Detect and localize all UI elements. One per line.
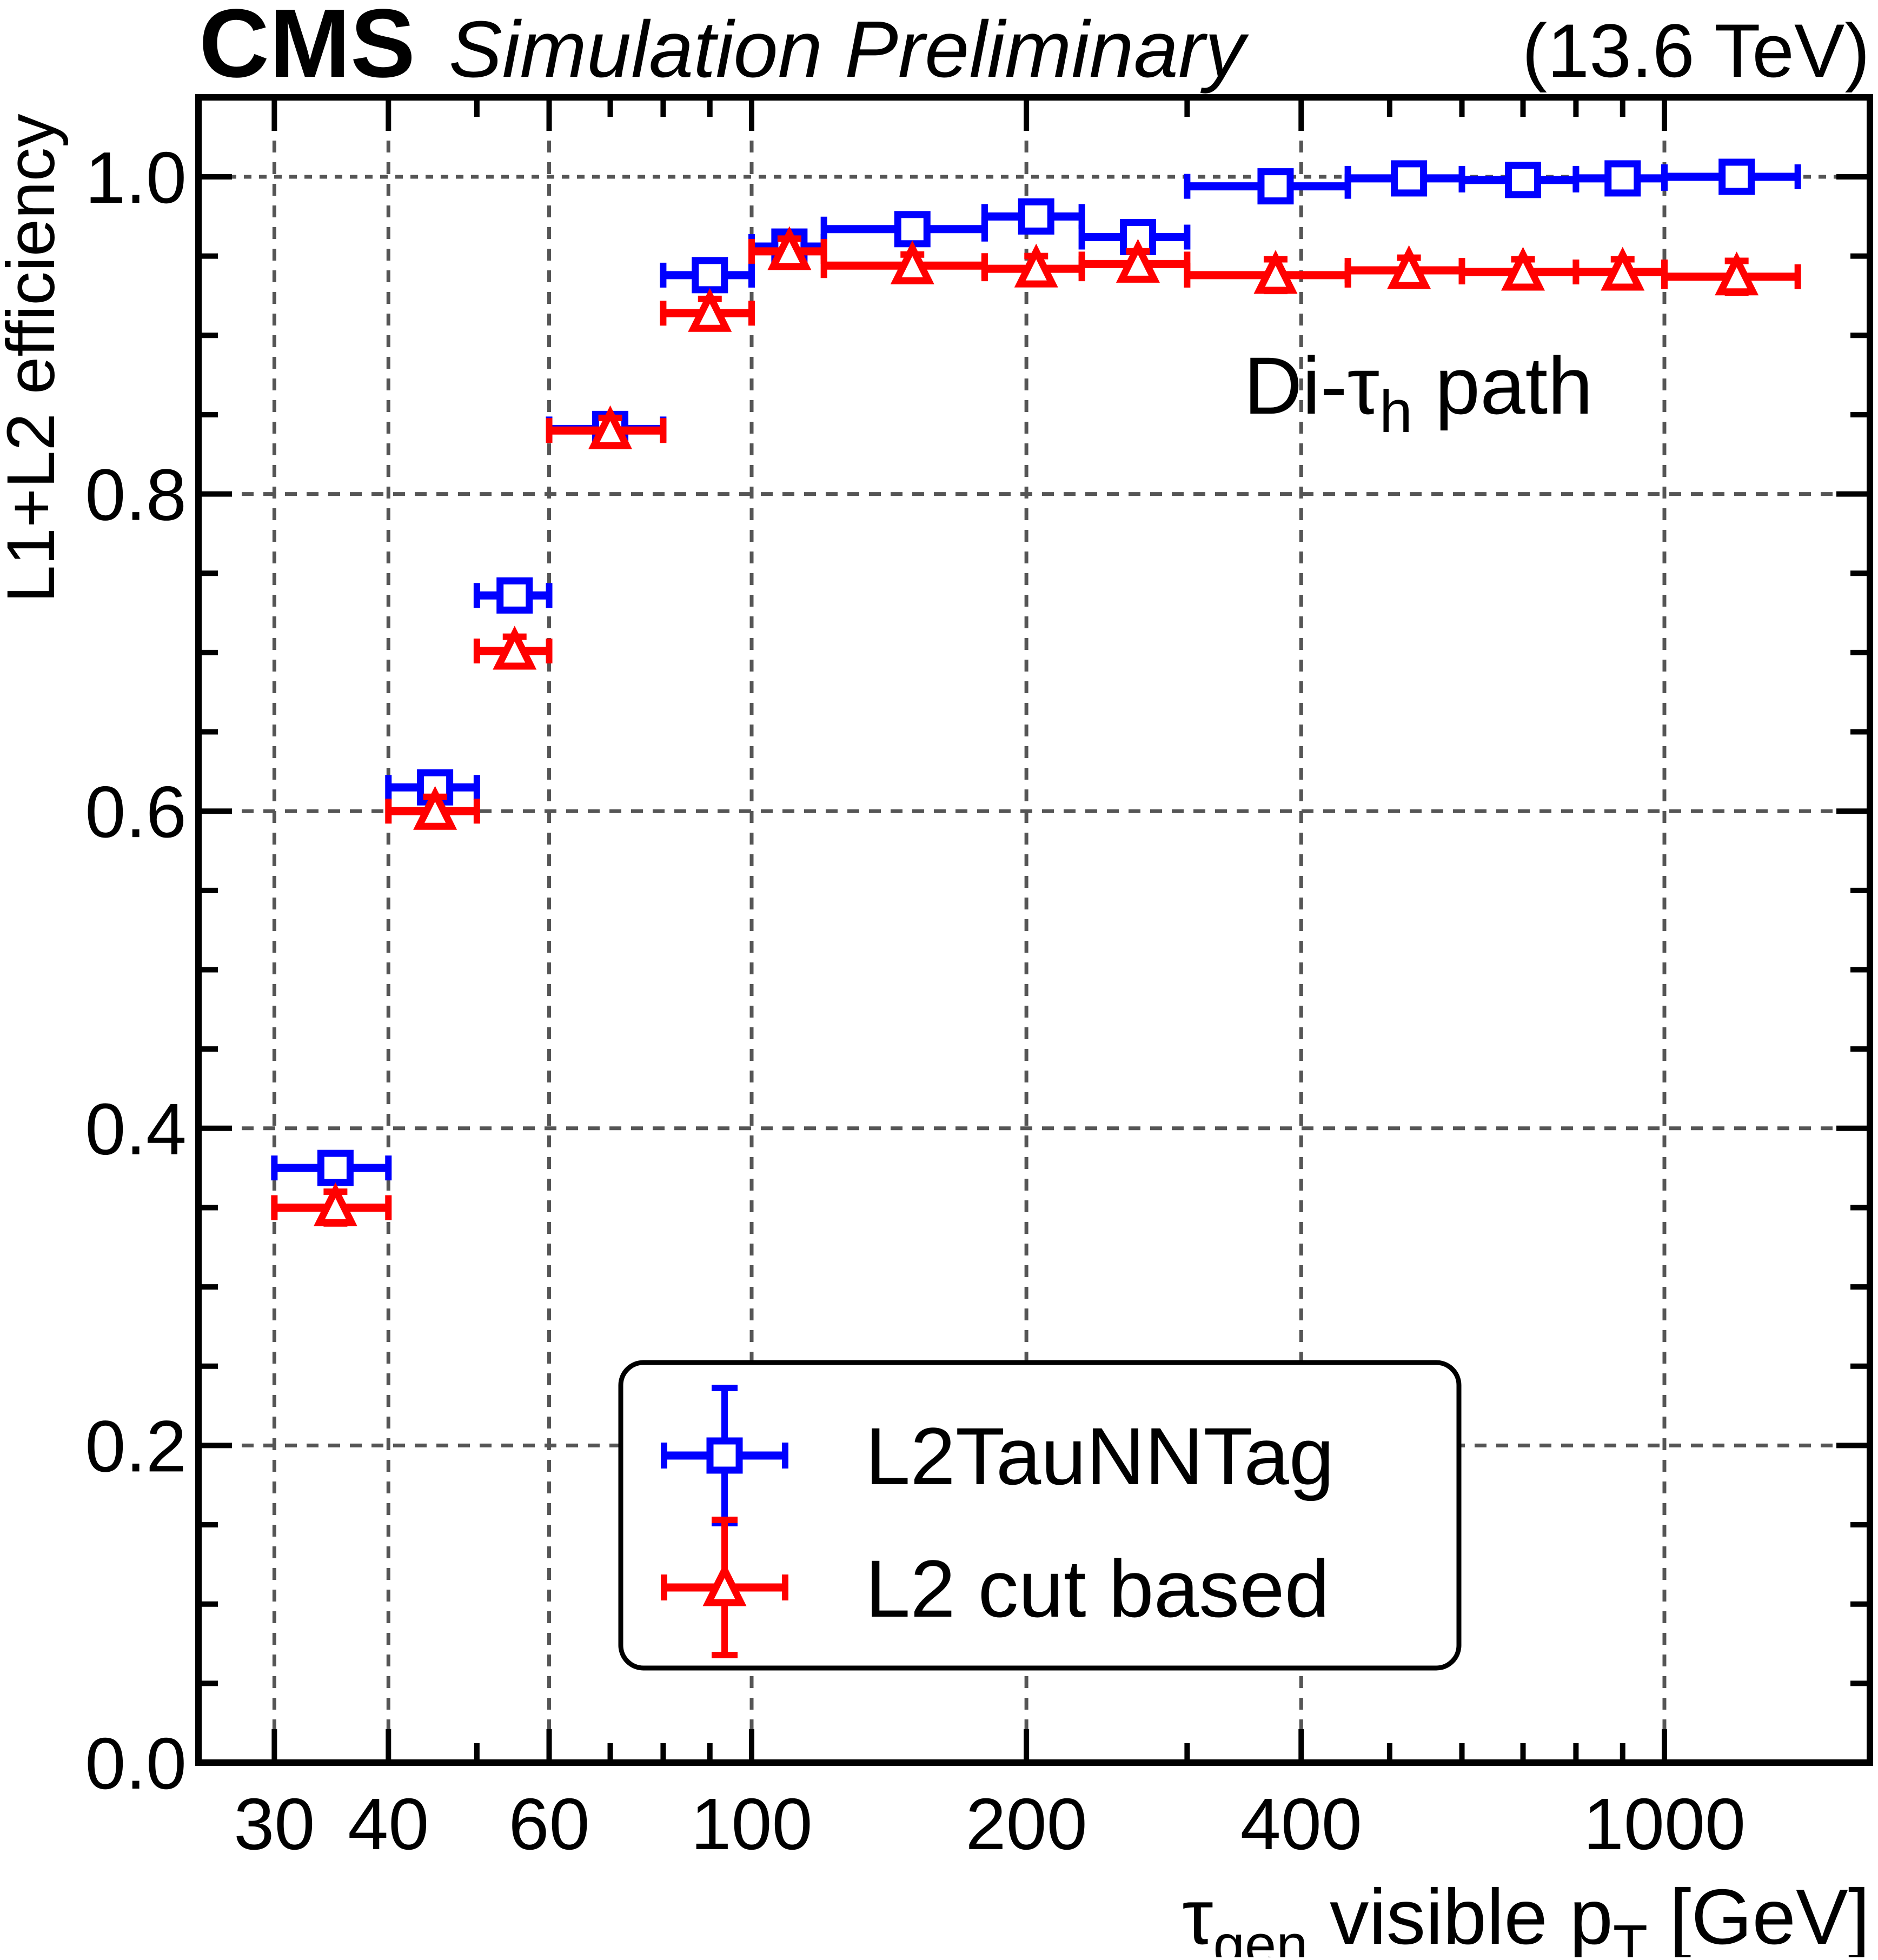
triangle-marker xyxy=(767,226,812,270)
triangle-marker xyxy=(1387,245,1431,289)
annotation-subscript: h xyxy=(1379,378,1412,445)
series-L2-cut-based xyxy=(271,226,1801,1227)
y-tick-label-1.0: 1.0 xyxy=(85,137,187,218)
triangle-marker xyxy=(313,1182,357,1226)
header-energy-label: (13.6 TeV) xyxy=(1522,8,1870,93)
annotation-prefix: Di-τ xyxy=(1244,340,1379,431)
square-marker xyxy=(1718,158,1755,195)
square-marker xyxy=(692,257,728,294)
data-point-L2TauNNTag-900 xyxy=(1572,160,1668,197)
x-axis-title-tau: τ xyxy=(1182,1873,1213,1957)
plot-frame xyxy=(195,94,1873,1766)
triangle-marker xyxy=(1715,251,1759,296)
data-point-L2TauNNTag-1200 xyxy=(1661,158,1801,195)
x-tick-label-60: 60 xyxy=(508,1783,589,1865)
data-point-L2-cut-based-90 xyxy=(660,288,755,332)
data-point-L2-cut-based-265 xyxy=(1078,238,1191,283)
legend-marker-triangle xyxy=(661,1517,788,1658)
data-point-L2-cut-based-150 xyxy=(820,240,988,284)
y-tick-label-0.0: 0.0 xyxy=(85,1723,187,1804)
legend-triangle-marker xyxy=(702,1562,747,1606)
legend: L2TauNNTag L2 cut based xyxy=(618,1360,1462,1671)
data-series xyxy=(271,158,1801,1227)
square-marker xyxy=(1505,162,1542,198)
annotation-suffix: path xyxy=(1412,340,1593,431)
data-point-L2-cut-based-375 xyxy=(1184,250,1351,295)
x-tick-label-200: 200 xyxy=(966,1783,1087,1865)
legend-box xyxy=(618,1360,1462,1671)
y-tick-label-0.6: 0.6 xyxy=(85,771,187,853)
header-simulation-label: Simulation Preliminary xyxy=(449,5,1249,94)
data-point-L2TauNNTag-205 xyxy=(981,198,1085,235)
axis-tick-labels: 30 40 60 100 200 400 1000 0.0 0.2 0.4 0.6 0.8 1.0 xyxy=(85,137,1746,1865)
triangle-marker xyxy=(413,786,457,830)
data-point-L2-cut-based-525 xyxy=(1344,245,1465,289)
channel-annotation: Di-τh path xyxy=(1244,340,1593,445)
square-marker xyxy=(1604,160,1641,197)
data-point-L2-cut-based-35 xyxy=(271,1182,392,1227)
x-axis-title-mid: visible p xyxy=(1308,1873,1613,1957)
x-tick-label-100: 100 xyxy=(691,1783,812,1865)
data-point-L2-cut-based-700 xyxy=(1458,247,1580,291)
square-marker xyxy=(1257,168,1294,205)
x-tick-label-30: 30 xyxy=(234,1783,315,1865)
triangle-marker xyxy=(1014,243,1058,288)
triangle-marker xyxy=(1501,247,1545,291)
data-point-L2-cut-based-110 xyxy=(748,226,827,270)
legend-square-marker xyxy=(706,1437,743,1474)
square-marker xyxy=(317,1150,354,1186)
triangle-marker xyxy=(493,626,537,670)
data-point-L2TauNNTag-55 xyxy=(473,577,553,614)
y-axis-title: L1+L2 efficiency xyxy=(0,114,69,603)
legend-label-l2taunntag: L2TauNNTag xyxy=(865,1411,1334,1501)
x-axis-title-unit: [GeV] xyxy=(1648,1873,1870,1957)
triangle-marker xyxy=(1253,250,1298,294)
y-tick-label-0.2: 0.2 xyxy=(85,1405,187,1487)
triangle-marker xyxy=(1116,238,1160,283)
x-axis-title-pt-sub: T xyxy=(1613,1914,1648,1957)
x-axis-title: τgen visible pT [GeV] xyxy=(1182,1873,1870,1957)
data-point-L2TauNNTag-90 xyxy=(660,257,755,294)
square-marker xyxy=(496,577,533,614)
legend-label-l2cutbased: L2 cut based xyxy=(865,1543,1330,1634)
x-tick-label-400: 400 xyxy=(1240,1783,1362,1865)
triangle-marker xyxy=(1601,247,1645,291)
data-point-L2TauNNTag-700 xyxy=(1458,162,1580,198)
data-point-L2-cut-based-45 xyxy=(385,786,480,830)
data-point-L2-cut-based-1200 xyxy=(1661,251,1801,296)
cms-logo-text: CMS xyxy=(199,0,415,98)
triangle-marker xyxy=(890,240,934,284)
data-point-L2TauNNTag-150 xyxy=(820,211,988,248)
series-L2TauNNTag xyxy=(271,158,1801,1186)
data-point-L2TauNNTag-525 xyxy=(1344,160,1465,197)
triangle-marker xyxy=(688,288,732,332)
y-tick-label-0.8: 0.8 xyxy=(85,454,187,536)
data-point-L2TauNNTag-35 xyxy=(271,1150,392,1186)
square-marker xyxy=(1391,160,1428,197)
data-point-L2-cut-based-55 xyxy=(473,626,553,670)
y-tick-label-0.4: 0.4 xyxy=(85,1088,187,1170)
square-marker xyxy=(1018,198,1054,235)
data-point-L2-cut-based-900 xyxy=(1572,247,1668,291)
x-tick-label-40: 40 xyxy=(348,1783,429,1865)
data-point-L2-cut-based-205 xyxy=(981,243,1085,288)
x-tick-label-1000: 1000 xyxy=(1583,1783,1746,1865)
x-axis-title-tau-sub: gen xyxy=(1213,1914,1308,1957)
data-point-L2-cut-based-70 xyxy=(546,405,667,449)
square-marker xyxy=(894,211,931,248)
triangle-marker xyxy=(588,405,633,449)
